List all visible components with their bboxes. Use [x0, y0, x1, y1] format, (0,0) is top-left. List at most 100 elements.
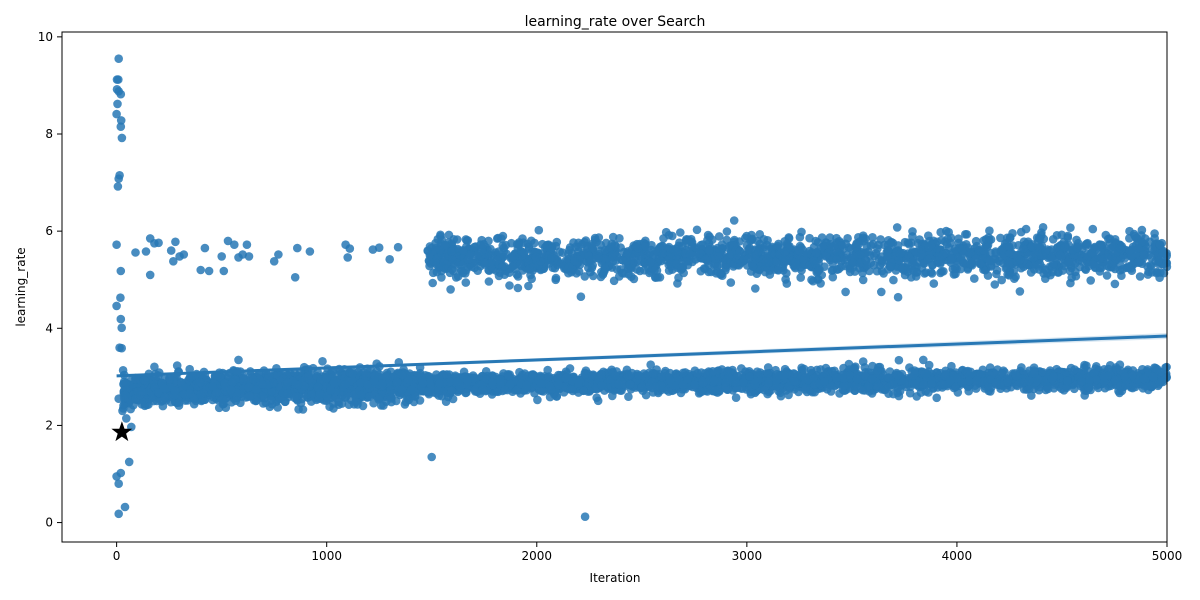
- plot-area: [62, 32, 1167, 542]
- data-point: [1029, 369, 1039, 378]
- data-point: [657, 372, 666, 382]
- data-point: [1148, 372, 1158, 382]
- data-point: [264, 371, 274, 380]
- data-point: [708, 367, 717, 376]
- data-point: [447, 386, 456, 395]
- data-point: [1120, 371, 1129, 381]
- data-point: [731, 378, 740, 387]
- data-point: [497, 234, 506, 243]
- data-point: [1063, 376, 1072, 386]
- data-point: [665, 375, 675, 385]
- data-point: [820, 377, 829, 386]
- data-point: [160, 393, 169, 402]
- data-point: [947, 361, 956, 371]
- data-point: [1011, 371, 1021, 381]
- data-point: [722, 227, 732, 236]
- data-point: [126, 404, 135, 414]
- data-point: [864, 381, 873, 391]
- data-point: [1110, 375, 1120, 385]
- data-point: [349, 400, 359, 409]
- data-point: [397, 385, 407, 394]
- data-point: [251, 385, 261, 394]
- data-point: [1088, 224, 1098, 234]
- data-point: [760, 385, 769, 395]
- data-point: [884, 382, 894, 391]
- data-point: [924, 360, 934, 370]
- data-point: [496, 376, 505, 386]
- data-point: [1099, 373, 1109, 382]
- data-point: [154, 388, 163, 398]
- data-point: [478, 385, 488, 394]
- data-point: [528, 370, 538, 380]
- data-point: [258, 380, 267, 389]
- data-point: [504, 371, 514, 381]
- data-point: [553, 373, 562, 383]
- data-point: [434, 386, 443, 395]
- data-point: [991, 378, 1001, 387]
- data-point: [326, 386, 336, 395]
- data-point: [358, 401, 368, 411]
- data-point: [462, 388, 471, 397]
- data-point: [470, 385, 480, 395]
- data-point: [874, 382, 884, 392]
- data-point: [196, 390, 205, 399]
- data-point: [158, 401, 168, 411]
- data-point: [852, 374, 862, 384]
- data-point: [533, 395, 542, 405]
- data-point: [822, 385, 832, 394]
- data-point: [304, 371, 313, 381]
- data-point: [745, 372, 754, 381]
- data-point: [461, 278, 471, 287]
- data-point: [166, 397, 176, 407]
- data-point: [800, 373, 810, 382]
- data-point: [534, 225, 544, 235]
- data-point: [731, 393, 741, 403]
- data-point: [185, 364, 194, 374]
- data-point: [1017, 363, 1026, 372]
- data-point: [506, 379, 515, 389]
- data-point: [795, 232, 805, 242]
- data-point: [296, 398, 306, 408]
- data-point: [1117, 386, 1127, 396]
- data-point: [597, 381, 606, 390]
- data-point: [418, 376, 427, 386]
- data-point: [452, 377, 462, 387]
- data-point: [574, 378, 583, 388]
- data-point: [283, 378, 292, 387]
- data-point: [370, 371, 380, 381]
- data-point: [1161, 373, 1171, 383]
- data-point: [970, 274, 979, 283]
- data-point: [177, 378, 186, 388]
- data-point: [776, 391, 786, 401]
- data-point: [459, 367, 469, 377]
- data-point: [940, 372, 950, 381]
- data-point: [894, 355, 904, 365]
- data-point: [1135, 272, 1145, 281]
- data-point: [1092, 375, 1101, 385]
- data-point: [938, 379, 948, 389]
- data-point: [435, 379, 444, 389]
- data-point: [307, 390, 316, 400]
- data-point: [910, 369, 919, 379]
- data-point: [172, 361, 182, 370]
- data-point: [927, 379, 936, 389]
- data-point: [1128, 371, 1137, 381]
- data-point: [322, 374, 331, 383]
- data-point: [828, 272, 838, 282]
- data-point: [678, 368, 688, 378]
- data-point: [423, 387, 432, 397]
- data-point: [690, 380, 699, 389]
- data-point: [139, 376, 149, 385]
- data-point: [588, 370, 598, 380]
- data-point: [544, 372, 554, 381]
- data-point: [1080, 391, 1089, 400]
- data-point: [579, 386, 588, 396]
- data-point: [1034, 385, 1044, 395]
- data-point: [329, 399, 338, 408]
- data-point: [916, 388, 926, 397]
- data-point: [1147, 381, 1157, 391]
- data-point: [170, 386, 180, 396]
- data-point: [1143, 365, 1152, 374]
- data-point: [626, 380, 635, 389]
- data-point: [374, 395, 383, 404]
